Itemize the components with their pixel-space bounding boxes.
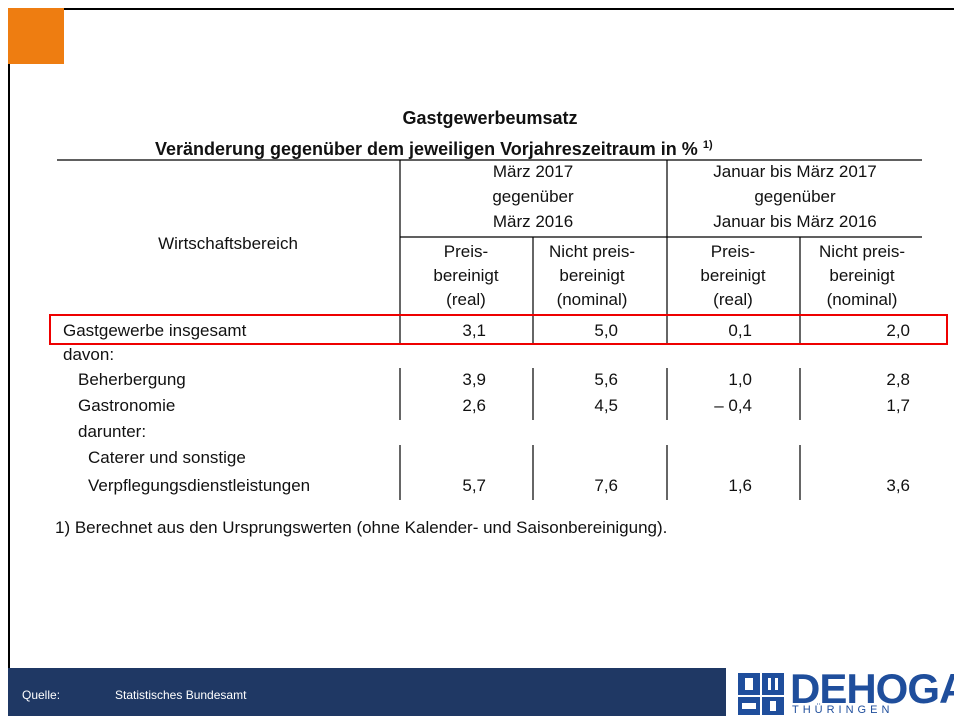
cell-value: 7,6 <box>594 476 618 495</box>
row-label: Gastronomie <box>78 396 176 415</box>
sub-header: bereinigt <box>433 266 499 285</box>
highlight-box <box>49 314 948 345</box>
sub-header: bereinigt <box>559 266 625 285</box>
cell-value: 1,7 <box>886 396 910 415</box>
cell-value: 3,6 <box>886 476 910 495</box>
sub-header: (nominal) <box>826 290 898 309</box>
cell-value: – 0,4 <box>714 396 752 415</box>
cell-value: 0,1 <box>728 321 752 340</box>
row-label: Beherbergung <box>78 370 186 389</box>
row-label: davon: <box>63 345 115 364</box>
subtitle-text: Veränderung gegenüber dem jeweiligen Vor… <box>155 139 698 159</box>
sub-header: (nominal) <box>556 290 628 309</box>
sub-header: Preis- <box>443 242 489 261</box>
row-label: darunter: <box>78 422 147 441</box>
title: Gastgewerbeumsatz <box>402 108 578 128</box>
cell-value: 1,6 <box>728 476 752 495</box>
sub-header: (real) <box>713 290 753 309</box>
footnote: 1) Berechnet aus den Ursprungswerten (oh… <box>55 518 668 537</box>
group-header: Januar bis März 2016 <box>713 212 877 231</box>
sub-header: Preis- <box>710 242 756 261</box>
group-header: gegenüber <box>492 187 574 206</box>
logo-region: THÜRINGEN <box>792 704 894 716</box>
cell-value: 4,5 <box>594 396 618 415</box>
cell-value: 1,0 <box>728 370 752 389</box>
cell-value: 5,6 <box>594 370 618 389</box>
subtitle: Veränderung gegenüber dem jeweiligen Vor… <box>155 135 713 159</box>
row-label: Gastgewerbe insgesamt <box>63 321 247 340</box>
title-note: 1) <box>702 139 713 151</box>
cell-value: 2,8 <box>886 370 910 389</box>
cell-value: 3,9 <box>462 370 486 389</box>
sub-header: bereinigt <box>829 266 895 285</box>
cell-value: 3,1 <box>462 321 486 340</box>
group-header: gegenüber <box>754 187 836 206</box>
cell-value: 5,7 <box>462 476 486 495</box>
group-header: März 2016 <box>492 212 574 231</box>
logo-name: DEHOGA <box>790 665 954 712</box>
row-header: Wirtschaftsbereich <box>158 234 298 253</box>
sub-header: Nicht preis- <box>819 242 905 261</box>
row-label: Caterer und sonstige <box>88 448 246 467</box>
sub-header: (real) <box>446 290 486 309</box>
cell-value: 2,6 <box>462 396 486 415</box>
footer-label: Quelle: <box>22 688 61 702</box>
cell-value: 5,0 <box>594 321 618 340</box>
footer-bar <box>8 668 726 716</box>
sub-header: bereinigt <box>700 266 766 285</box>
logo-icon <box>738 673 784 715</box>
group-header: Januar bis März 2017 <box>713 162 877 181</box>
footer-source: Statistisches Bundesamt <box>115 688 247 702</box>
cell-value: 2,0 <box>886 321 910 340</box>
row-label: Verpflegungsdienstleistungen <box>88 476 311 495</box>
group-header: März 2017 <box>492 162 574 181</box>
orange-square <box>8 8 64 64</box>
sub-header: Nicht preis- <box>549 242 635 261</box>
